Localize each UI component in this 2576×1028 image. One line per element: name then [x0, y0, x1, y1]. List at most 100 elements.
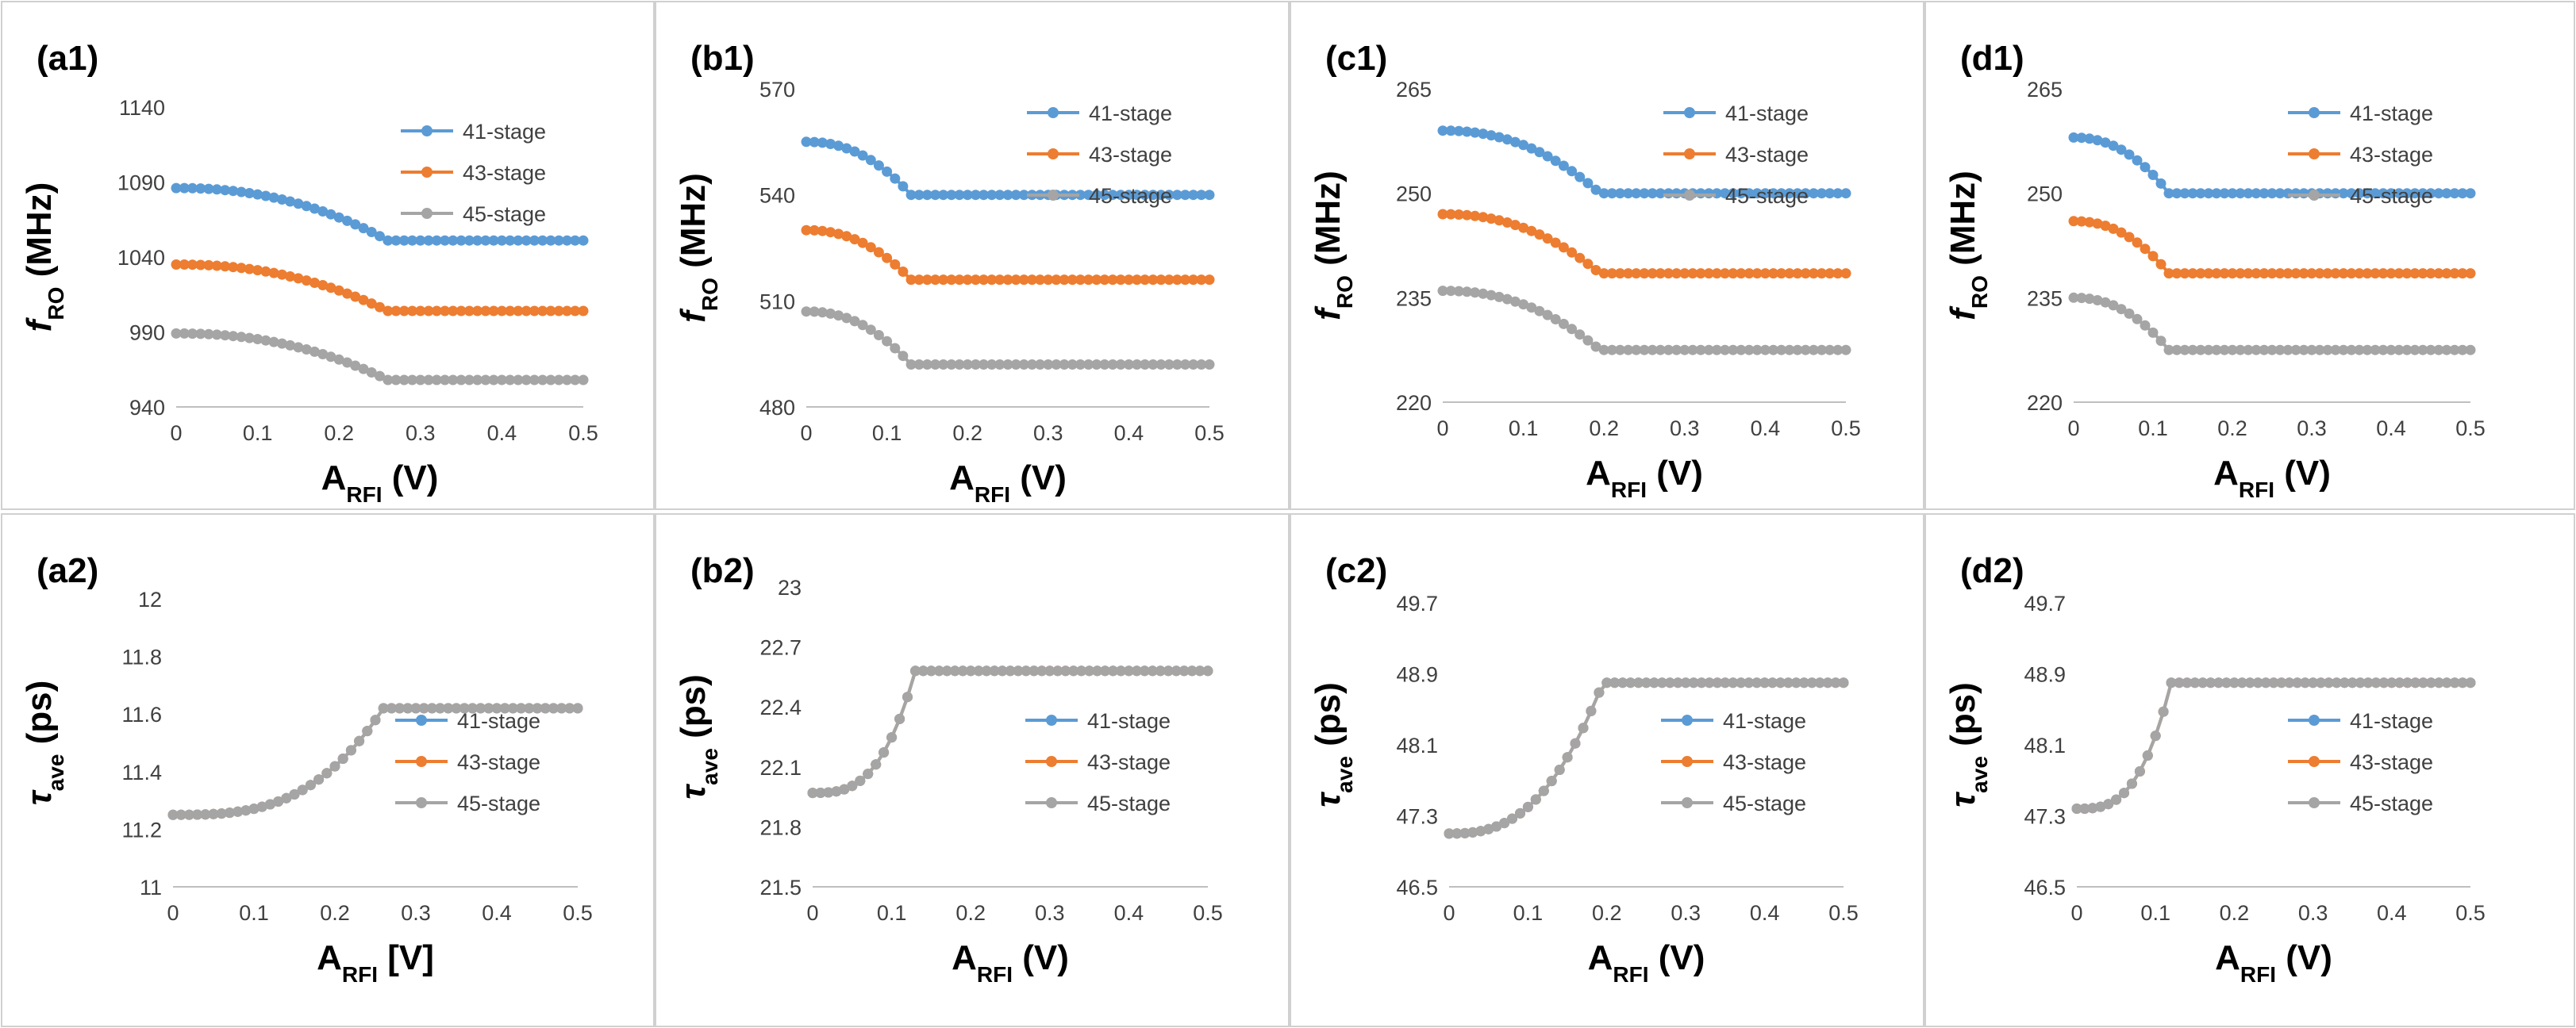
data-point	[2092, 218, 2103, 229]
data-point	[1648, 677, 1659, 689]
x-tick-label: 0.2	[2217, 416, 2247, 440]
data-point	[1832, 188, 1844, 199]
data-point	[2084, 217, 2095, 228]
data-point	[890, 173, 901, 184]
data-point	[1554, 765, 1565, 775]
data-point	[2259, 188, 2270, 199]
data-point	[865, 155, 876, 166]
data-point	[1558, 160, 1569, 171]
data-point	[946, 359, 957, 370]
data-point	[1123, 666, 1134, 677]
data-point	[2449, 344, 2460, 355]
series-45-stage	[807, 666, 1213, 799]
data-point	[946, 190, 957, 201]
data-point	[2393, 188, 2405, 199]
data-point	[1720, 677, 1731, 689]
data-point	[1140, 359, 1151, 370]
data-point	[1687, 344, 1698, 355]
data-point	[562, 305, 572, 316]
data-point	[1586, 705, 1597, 716]
y-tick-label: 22.1	[759, 756, 802, 780]
data-point	[1594, 687, 1605, 698]
y-tick-label: 46.5	[1396, 876, 1438, 900]
data-point	[1501, 217, 1513, 228]
data-point	[390, 235, 402, 246]
data-point	[1824, 188, 1836, 199]
data-point	[2355, 677, 2366, 689]
data-point	[2266, 188, 2278, 199]
data-point	[865, 242, 876, 253]
data-point	[1784, 344, 1795, 355]
data-point	[1759, 188, 1771, 199]
data-point	[1083, 190, 1094, 201]
legend-entry-label: 43-stage	[1087, 750, 1171, 774]
data-point	[415, 235, 426, 246]
data-point	[938, 359, 949, 370]
y-axis-title: τave (ps)	[1309, 682, 1357, 807]
data-point	[2158, 706, 2169, 717]
legend-entry-label: 41-stage	[1087, 709, 1171, 733]
data-point	[921, 274, 932, 286]
data-point	[1558, 242, 1569, 253]
legend-swatch-marker	[1684, 148, 1695, 159]
data-point	[1035, 359, 1046, 370]
data-point	[1155, 359, 1167, 370]
data-point	[578, 305, 589, 316]
data-point	[1002, 274, 1013, 286]
data-point	[1075, 274, 1086, 286]
data-point	[499, 703, 510, 714]
y-tick-label: 235	[1396, 286, 1432, 310]
data-point	[252, 334, 263, 344]
data-point	[2221, 677, 2232, 689]
data-point	[1526, 143, 1537, 154]
data-point	[986, 190, 998, 201]
data-point	[1792, 268, 1803, 279]
data-point	[1470, 127, 1481, 138]
data-point	[1486, 213, 1497, 224]
data-point	[1518, 222, 1529, 233]
y-tick-label: 21.8	[759, 815, 802, 839]
data-point	[970, 359, 981, 370]
data-point	[2425, 344, 2436, 355]
data-point	[1499, 818, 1510, 829]
data-point	[978, 274, 989, 286]
data-point	[894, 713, 905, 724]
data-point	[2308, 677, 2319, 689]
data-point	[886, 732, 898, 743]
data-point	[1800, 268, 1811, 279]
data-point	[228, 186, 239, 197]
x-tick-label: 0.2	[324, 421, 354, 445]
data-point	[1574, 252, 1586, 263]
x-tick-label: 0.3	[2298, 901, 2328, 925]
data-point	[440, 235, 451, 246]
legend: 41-stage 43-stage 45-stage	[1661, 709, 1806, 815]
data-point	[268, 336, 279, 347]
data-point	[801, 306, 812, 317]
data-point	[2386, 344, 2397, 355]
data-point	[2155, 178, 2167, 189]
data-point	[1768, 268, 1779, 279]
data-point	[2179, 268, 2190, 279]
data-point	[1631, 188, 1642, 199]
x-tick-label: 0.1	[877, 901, 907, 925]
y-tick-label: 540	[759, 184, 795, 208]
data-point	[1043, 359, 1054, 370]
data-point	[366, 367, 377, 378]
data-point	[1091, 359, 1102, 370]
data-point	[398, 235, 409, 246]
x-tick-label: 0.1	[239, 901, 269, 925]
data-point	[1018, 359, 1029, 370]
data-point	[1695, 268, 1706, 279]
data-point	[1522, 801, 1533, 812]
data-point	[954, 190, 965, 201]
panel-frame	[1924, 1, 2575, 510]
data-point	[817, 307, 828, 318]
data-point	[386, 703, 397, 714]
data-point	[233, 806, 244, 817]
data-point	[276, 338, 287, 349]
data-point	[2290, 344, 2301, 355]
data-point	[2370, 677, 2382, 689]
legend-entry-label: 45-stage	[1087, 792, 1171, 815]
data-point	[917, 666, 929, 677]
data-point	[1776, 188, 1787, 199]
